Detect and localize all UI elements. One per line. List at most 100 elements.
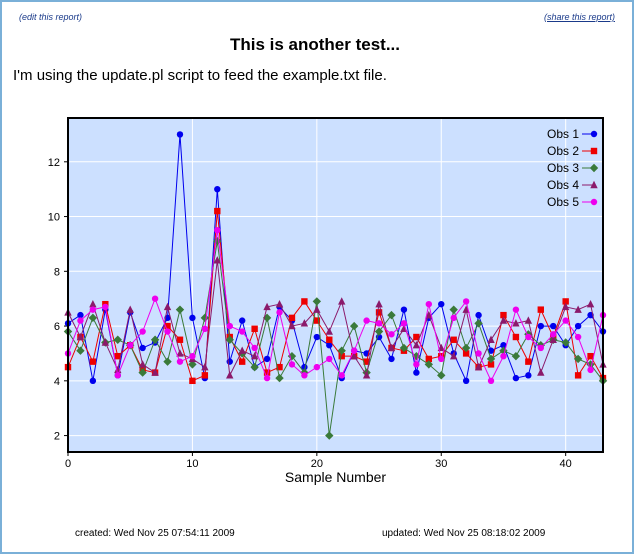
data-point bbox=[238, 317, 246, 324]
data-point bbox=[101, 338, 110, 346]
data-point bbox=[238, 358, 246, 365]
data-point bbox=[574, 333, 582, 341]
y-tick-label: 4 bbox=[54, 376, 60, 388]
data-point bbox=[462, 350, 470, 357]
data-point bbox=[114, 372, 121, 379]
data-point bbox=[127, 342, 134, 349]
data-point bbox=[288, 314, 296, 322]
x-tick-label: 10 bbox=[186, 458, 198, 470]
data-point bbox=[525, 372, 532, 379]
data-point bbox=[213, 256, 222, 264]
data-point bbox=[263, 355, 271, 363]
data-point bbox=[474, 362, 483, 371]
data-point bbox=[189, 352, 196, 360]
data-point bbox=[164, 322, 171, 330]
data-point bbox=[338, 372, 345, 379]
data-point bbox=[424, 360, 434, 369]
data-point bbox=[525, 358, 532, 365]
data-point bbox=[226, 322, 233, 330]
data-point bbox=[350, 351, 358, 360]
data-point bbox=[312, 297, 322, 306]
report-description: I'm using the update.pl script to feed t… bbox=[13, 67, 387, 84]
data-point bbox=[226, 371, 234, 379]
data-point bbox=[549, 335, 557, 343]
data-point bbox=[475, 311, 482, 319]
y-tick-label: 6 bbox=[54, 321, 60, 333]
data-point bbox=[139, 328, 146, 335]
data-point bbox=[188, 360, 197, 369]
data-point bbox=[326, 342, 333, 349]
data-point bbox=[413, 361, 420, 368]
data-point bbox=[487, 347, 495, 354]
data-point bbox=[89, 299, 97, 308]
data-point bbox=[313, 333, 321, 341]
data-point bbox=[425, 300, 433, 308]
data-point bbox=[189, 314, 196, 322]
data-point bbox=[587, 366, 594, 374]
legend-label: Obs 4 bbox=[547, 178, 579, 192]
data-point bbox=[550, 331, 557, 338]
share-report-link[interactable]: (share this report) bbox=[543, 12, 615, 22]
data-point bbox=[400, 306, 408, 313]
data-point bbox=[275, 373, 284, 383]
data-point bbox=[461, 343, 471, 353]
series-5 bbox=[64, 227, 607, 385]
data-point bbox=[475, 350, 482, 357]
report-title: This is another test... bbox=[229, 35, 401, 54]
data-point bbox=[300, 319, 309, 327]
data-point bbox=[486, 354, 496, 364]
data-point bbox=[263, 302, 271, 311]
x-axis-label: Sample Number bbox=[285, 469, 386, 485]
data-point bbox=[238, 346, 246, 354]
y-tick-label: 2 bbox=[54, 431, 60, 443]
data-point bbox=[326, 355, 333, 363]
data-point bbox=[349, 321, 359, 331]
data-point bbox=[313, 305, 321, 313]
data-point bbox=[387, 343, 396, 352]
data-point bbox=[77, 317, 84, 324]
series-line bbox=[67, 211, 604, 382]
data-point bbox=[313, 317, 321, 324]
data-point bbox=[263, 374, 271, 382]
data-point bbox=[150, 335, 160, 344]
data-point bbox=[338, 352, 345, 360]
data-point bbox=[251, 344, 258, 352]
data-point bbox=[537, 344, 544, 352]
data-point bbox=[76, 332, 85, 341]
data-point bbox=[537, 322, 544, 330]
data-point bbox=[201, 362, 209, 371]
data-point bbox=[375, 320, 383, 327]
data-point bbox=[151, 295, 159, 302]
data-point bbox=[511, 351, 521, 361]
data-point bbox=[586, 299, 595, 308]
data-point bbox=[325, 327, 333, 335]
data-point bbox=[363, 358, 370, 365]
x-tick-label: 40 bbox=[560, 458, 572, 470]
legend-label: Obs 1 bbox=[547, 127, 579, 141]
data-point bbox=[275, 299, 284, 308]
x-tick-label: 30 bbox=[435, 458, 447, 470]
data-point bbox=[225, 335, 234, 344]
data-point bbox=[374, 327, 384, 336]
data-point bbox=[276, 363, 283, 371]
legend: Obs 1 Obs 2 Obs 3 Obs 4 Obs 5 bbox=[547, 127, 599, 209]
x-tick-label: 0 bbox=[65, 458, 71, 470]
data-point bbox=[126, 305, 134, 313]
data-point bbox=[214, 185, 221, 193]
data-point bbox=[450, 336, 457, 343]
edit-report-link[interactable]: (edit this report) bbox=[19, 12, 83, 22]
data-point bbox=[561, 338, 570, 347]
data-point bbox=[250, 351, 259, 360]
data-point bbox=[88, 313, 98, 323]
data-point bbox=[587, 352, 594, 360]
data-point bbox=[589, 163, 599, 173]
data-point bbox=[537, 306, 544, 313]
data-point bbox=[288, 321, 296, 330]
data-point bbox=[500, 311, 507, 319]
data-point bbox=[114, 352, 121, 360]
data-point bbox=[449, 305, 458, 314]
data-point bbox=[500, 342, 507, 349]
data-point bbox=[562, 298, 569, 305]
data-point bbox=[375, 299, 383, 308]
data-point bbox=[77, 311, 84, 319]
